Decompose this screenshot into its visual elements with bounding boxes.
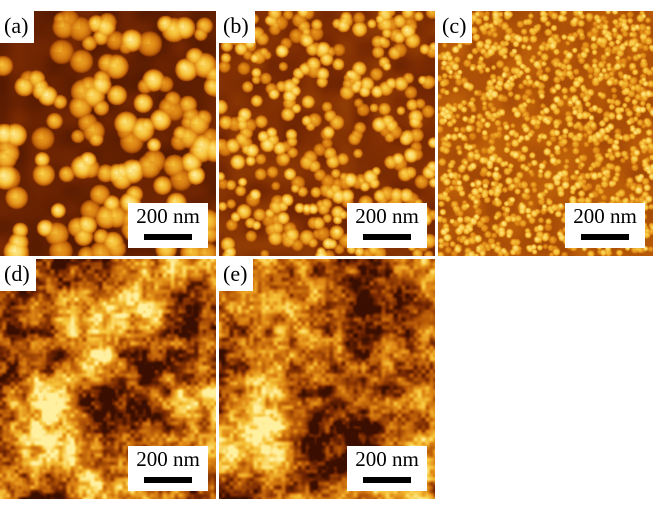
scale-bar-e <box>363 477 411 483</box>
scale-bar-c <box>581 234 629 240</box>
scale-bar-box-a: 200 nm <box>128 203 208 248</box>
scale-bar-box-d: 200 nm <box>128 446 208 491</box>
scale-bar-a <box>144 234 192 240</box>
scale-bar-d <box>144 477 192 483</box>
afm-panel-b: (b) 200 nm <box>219 11 435 256</box>
afm-panel-e: (e) 200 nm <box>219 259 435 499</box>
scale-bar-text-e: 200 nm <box>355 447 419 471</box>
afm-panel-a: (a) 200 nm <box>0 11 216 256</box>
scale-bar-box-c: 200 nm <box>565 203 645 248</box>
scale-bar-text-d: 200 nm <box>136 447 200 471</box>
scale-bar-box-b: 200 nm <box>347 203 427 248</box>
scale-bar-text-c: 200 nm <box>573 204 637 228</box>
scale-bar-b <box>363 234 411 240</box>
panel-label-a: (a) <box>0 11 35 43</box>
scale-bar-box-e: 200 nm <box>347 446 427 491</box>
scale-bar-text-b: 200 nm <box>355 204 419 228</box>
panel-label-d: (d) <box>0 259 36 291</box>
afm-panel-d: (d) 200 nm <box>0 259 216 499</box>
panel-label-c: (c) <box>438 11 473 43</box>
panel-label-b: (b) <box>219 11 255 43</box>
scale-bar-text-a: 200 nm <box>136 204 200 228</box>
afm-panel-c: (c) 200 nm <box>438 11 653 256</box>
panel-label-e: (e) <box>219 259 254 291</box>
